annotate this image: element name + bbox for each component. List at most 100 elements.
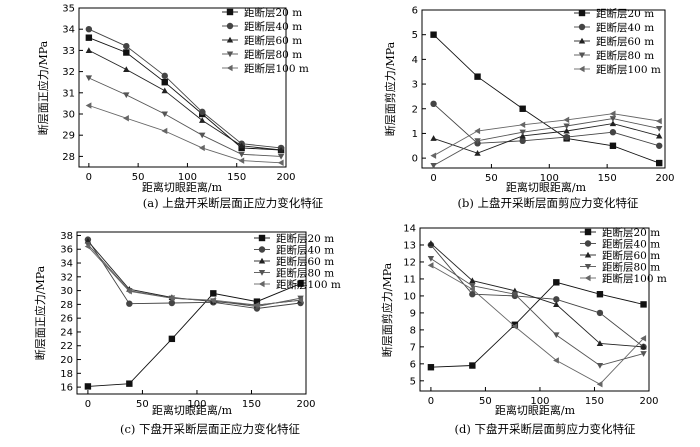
x-tick-label: 150	[242, 399, 261, 410]
series-line	[430, 281, 644, 368]
data-point	[85, 34, 93, 41]
data-point	[563, 133, 570, 141]
series-line	[433, 118, 660, 166]
data-point	[210, 290, 217, 297]
series-line	[87, 283, 301, 387]
data-point	[126, 380, 133, 387]
y-tick-label: 6	[412, 6, 418, 17]
y-tick-label: 11	[403, 274, 416, 285]
data-point	[199, 117, 206, 123]
data-point	[656, 142, 663, 149]
x-tick-label: 200	[276, 172, 295, 183]
legend-label: 距断层80 m	[596, 49, 654, 62]
data-point	[640, 351, 647, 357]
data-point	[656, 132, 663, 139]
series-line	[88, 28, 282, 149]
data-point	[84, 243, 91, 250]
data-point	[85, 75, 93, 82]
data-point	[238, 142, 245, 149]
x-tick-label: 50	[132, 172, 145, 183]
data-point	[168, 335, 176, 343]
data-point	[123, 49, 130, 56]
legend-label: 距断层20 m	[276, 232, 334, 245]
data-point	[609, 129, 617, 136]
data-point	[277, 153, 285, 160]
x-tick-label: 200	[296, 399, 315, 410]
data-point	[596, 309, 604, 317]
data-point	[519, 137, 526, 145]
chart-caption: (c) 下盘开采断层面正应力变化特征	[120, 422, 301, 436]
y-tick-label: 10	[403, 291, 416, 302]
data-point	[609, 120, 617, 127]
legend-label: 距断层80 m	[602, 261, 660, 274]
data-point	[640, 301, 647, 308]
legend-marker	[578, 65, 585, 73]
plot-frame	[421, 9, 666, 169]
data-point	[474, 138, 481, 145]
legend-marker	[584, 228, 592, 236]
legend-label: 距断层100 m	[596, 63, 661, 76]
data-point	[563, 123, 570, 130]
data-point	[656, 159, 663, 167]
data-point	[553, 357, 559, 364]
plot-frame	[78, 7, 287, 168]
legend-label: 距断层40 m	[244, 20, 302, 33]
data-point	[553, 301, 560, 307]
x-tick-label: 100	[530, 396, 549, 407]
data-point	[469, 362, 476, 369]
data-point	[430, 152, 437, 159]
legend-marker	[578, 37, 586, 44]
legend-label: 距断层80 m	[244, 48, 302, 61]
x-axis-label: 距离切眼距离/m	[506, 180, 587, 194]
legend-marker	[584, 263, 592, 270]
x-axis-label: 距离切眼距离/m	[152, 403, 233, 417]
legend-marker	[584, 274, 591, 282]
data-point	[430, 100, 437, 108]
y-tick-label: 29	[62, 131, 75, 142]
legend-marker	[578, 23, 586, 31]
legend-marker	[226, 8, 234, 16]
data-point	[126, 300, 133, 307]
legend-label: 距断层20 m	[596, 7, 654, 20]
x-tick-label: 50	[136, 399, 149, 410]
data-point	[161, 79, 168, 86]
data-point	[297, 280, 304, 287]
chart-caption: (a) 上盘开采断层面正应力变化特征	[143, 196, 324, 210]
legend-marker	[226, 36, 234, 43]
y-tick-label: 18	[60, 369, 73, 380]
series-line	[87, 239, 301, 309]
x-tick-label: 0	[85, 399, 91, 410]
data-point	[161, 72, 168, 80]
y-tick-label: 24	[60, 327, 73, 338]
data-point	[640, 343, 647, 350]
y-tick-label: 8	[410, 325, 416, 336]
series-line	[433, 113, 660, 157]
y-tick-label: 20	[60, 355, 73, 366]
y-tick-label: 5	[412, 30, 418, 41]
data-point	[199, 144, 205, 152]
data-point	[519, 105, 526, 112]
legend-label: 距断层100 m	[276, 278, 341, 291]
data-point	[427, 240, 435, 246]
data-point	[427, 256, 435, 262]
data-point	[430, 31, 437, 38]
x-tick-label: 0	[428, 396, 434, 407]
data-point	[656, 125, 663, 132]
x-tick-label: 0	[430, 173, 436, 184]
legend-marker	[258, 280, 265, 288]
data-point	[511, 291, 519, 298]
y-axis-label: 断层面正应力/MPa	[33, 265, 47, 360]
y-tick-label: 7	[410, 342, 416, 353]
data-point	[277, 159, 284, 166]
legend-label: 距断层80 m	[276, 267, 334, 280]
legend-marker	[258, 234, 266, 242]
y-tick-label: 13	[403, 240, 416, 251]
data-point	[85, 47, 93, 53]
legend-label: 距断层60 m	[602, 249, 660, 262]
legend-marker	[258, 269, 266, 276]
data-point	[85, 102, 92, 109]
data-point	[596, 340, 604, 347]
y-axis-label: 断层面剪应力/MPa	[383, 41, 397, 136]
y-tick-label: 2	[412, 104, 418, 115]
data-point	[563, 116, 570, 124]
